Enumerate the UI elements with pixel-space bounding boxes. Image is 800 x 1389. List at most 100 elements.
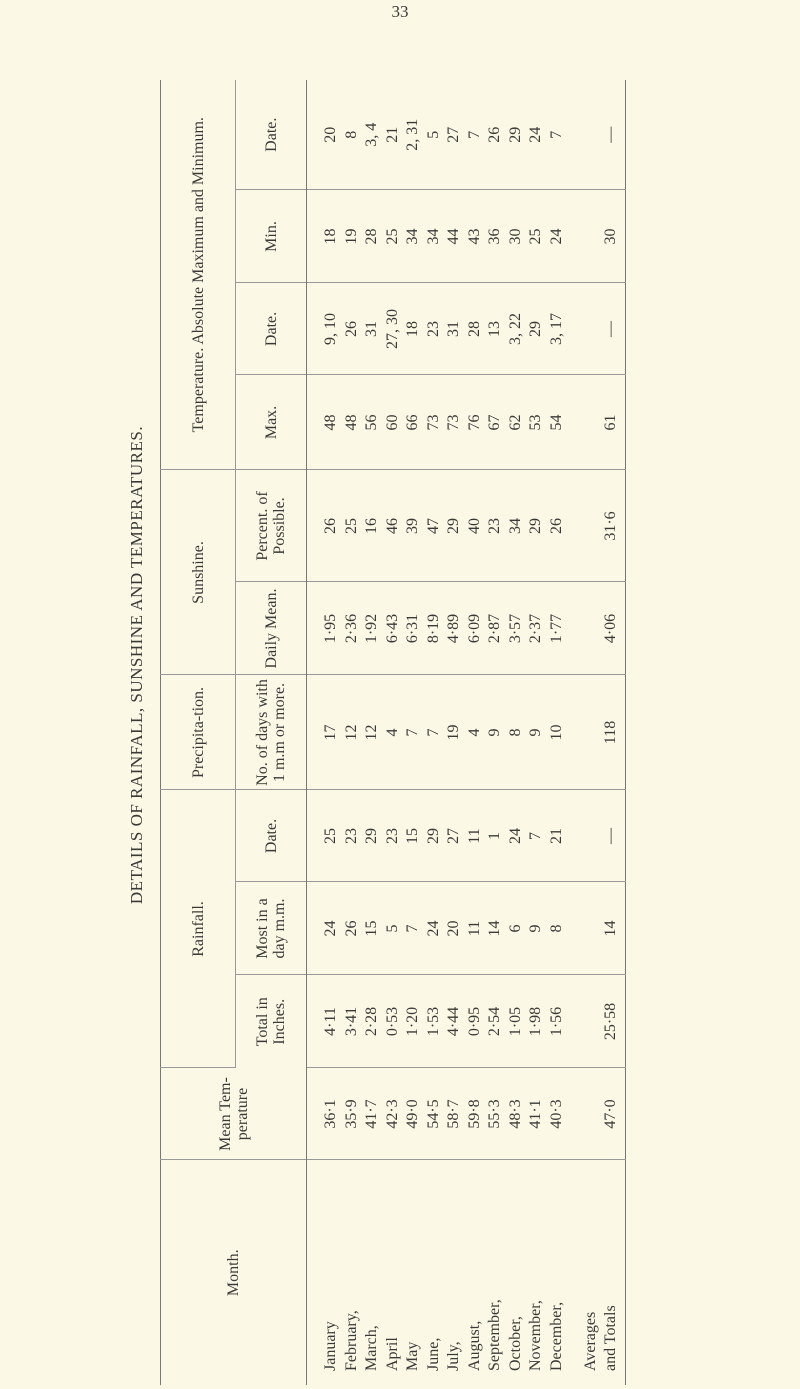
cell-month: October, [506, 1316, 524, 1371]
cell-min-date: 29 [505, 79, 526, 190]
table-row: May 49·0 1·20 7 15 7 6·31 39 66 18 34 2, 31 [403, 79, 424, 1385]
cell-days: 12 [362, 674, 383, 790]
cell-percent: 26 [546, 469, 567, 582]
cell-daily-mean: 1·92 [362, 581, 383, 675]
cell-max: 48 [306, 374, 342, 470]
cell-total: 0·95 [464, 975, 485, 1068]
header-days-1mm: No. of days with 1 m.m or more. [235, 674, 307, 790]
cell-min-date: 2, 31 [403, 79, 424, 190]
cell-daily-mean: 2·37 [526, 581, 547, 675]
weather-table-rotated: Month. Mean Tem-perature Rainfall. Preci… [160, 79, 640, 1385]
cell-max: 60 [382, 374, 403, 470]
cell-max-date: 26 [341, 282, 362, 375]
table-row: October, 48·3 1·05 6 24 8 3·57 34 62 3, 22 30 29 [505, 79, 526, 1385]
header-max-date: Date. [235, 282, 307, 375]
total-min-date: — [567, 79, 626, 190]
header-rain-date: Date. [235, 789, 307, 882]
cell-max-date: 9, 10 [306, 282, 342, 375]
cell-min: 34 [403, 189, 424, 283]
cell-rain-date: 23 [341, 789, 362, 882]
cell-totals-label: Averages and Totals [567, 1160, 626, 1385]
cell-max-date: 31 [362, 282, 383, 375]
cell-min-date: 3, 4 [362, 79, 383, 190]
cell-total: 1·56 [546, 975, 567, 1068]
cell-daily-mean: 3·57 [505, 581, 526, 675]
cell-daily-mean: 8·19 [423, 581, 444, 675]
cell-days: 17 [306, 674, 342, 790]
cell-days: 7 [403, 674, 424, 790]
cell-daily-mean: 2·36 [341, 581, 362, 675]
cell-rain-date: 21 [546, 789, 567, 882]
cell-min: 28 [362, 189, 383, 283]
cell-mean-temp: 35·9 [341, 1068, 362, 1160]
cell-mean-temp: 55·3 [485, 1068, 506, 1160]
cell-max: 67 [485, 374, 506, 470]
total-mean-temp: 47·0 [567, 1068, 626, 1160]
cell-mean-temp: 58·7 [444, 1068, 465, 1160]
table-row: August, 59·8 0·95 11 11 4 6·09 40 76 28 43 7 [464, 79, 485, 1385]
cell-rain-date: 11 [464, 789, 485, 882]
header-rainfall: Rainfall. [160, 789, 236, 1068]
cell-max-date: 18 [403, 282, 424, 375]
header-min: Min. [235, 189, 307, 283]
header-min-date: Date. [235, 79, 307, 190]
cell-max: 73 [423, 374, 444, 470]
cell-min: 44 [444, 189, 465, 283]
cell-percent: 47 [423, 469, 444, 582]
page-number: 33 [391, 2, 409, 21]
totals-row: Averages and Totals 47·0 25·58 14—118 4·06 31·… [567, 79, 626, 1385]
table-row: June, 54·5 1·53 24 29 7 8·19 47 73 23 34 5 [423, 79, 444, 1385]
cell-days: 10 [546, 674, 567, 790]
cell-total: 4·11 [306, 975, 342, 1068]
cell-max: 54 [546, 374, 567, 470]
totals-label-line-2: and Totals [602, 1305, 619, 1371]
cell-rain-date: 29 [362, 789, 383, 882]
cell-daily-mean: 6·09 [464, 581, 485, 675]
cell-percent: 23 [485, 469, 506, 582]
cell-percent: 46 [382, 469, 403, 582]
cell-total: 1·20 [403, 975, 424, 1068]
cell-month: December, [547, 1301, 565, 1371]
cell-total: 4·44 [444, 975, 465, 1068]
cell-total: 3·41 [341, 975, 362, 1068]
cell-min-date: 27 [444, 79, 465, 190]
header-sunshine: Sunshine. [160, 469, 236, 675]
cell-month: July, [445, 1341, 462, 1371]
table-row: March, 41·7 2·28 15 29 12 1·92 16 56 31 28 3, 4 [362, 79, 383, 1385]
header-temperature: Temperature. Absolute Maximum and Minimu… [160, 79, 236, 470]
total-max: 61 [567, 374, 626, 470]
cell-month: May [404, 1341, 421, 1371]
cell-rain-date: 1 [485, 789, 506, 882]
cell-percent: 29 [444, 469, 465, 582]
cell-min: 25 [382, 189, 403, 283]
cell-most: 24 [423, 882, 444, 975]
cell-mean-temp: 41·1 [526, 1068, 547, 1160]
cell-rain-date: 15 [403, 789, 424, 882]
cell-min-date: 5 [423, 79, 444, 190]
total-days: 118 [567, 674, 626, 790]
cell-min-date: 7 [546, 79, 567, 190]
cell-rain-date: 25 [306, 789, 342, 882]
cell-min: 25 [526, 189, 547, 283]
cell-most: 14 [485, 882, 506, 975]
cell-max-date: 23 [423, 282, 444, 375]
table-row: January 36·1 4·11 24 25 17 1·95 26 48 9, 10 18 20 [306, 79, 342, 1385]
table-row: September, 55·3 2·54 14 1 9 2·87 23 67 13 36 26 [485, 79, 506, 1385]
cell-max: 48 [341, 374, 362, 470]
cell-mean-temp: 49·0 [403, 1068, 424, 1160]
cell-percent: 16 [362, 469, 383, 582]
weather-table: Month. Mean Tem-perature Rainfall. Preci… [160, 79, 626, 1385]
cell-days: 19 [444, 674, 465, 790]
cell-rain-date: 24 [505, 789, 526, 882]
cell-days: 7 [423, 674, 444, 790]
cell-most: 26 [341, 882, 362, 975]
cell-max-date: 13 [485, 282, 506, 375]
table-row: February, 35·9 3·41 26 23 12 2·36 25 48 26 19 8 [341, 79, 362, 1385]
table-row: April 42·3 0·53 5 23 4 6·43 46 60 27, 30 25 21 [382, 79, 403, 1385]
cell-min-date: 20 [306, 79, 342, 190]
cell-max: 73 [444, 374, 465, 470]
cell-rain-date: 29 [423, 789, 444, 882]
cell-month: January [322, 1321, 339, 1371]
total-max-date: — [567, 282, 626, 375]
cell-days: 4 [464, 674, 485, 790]
